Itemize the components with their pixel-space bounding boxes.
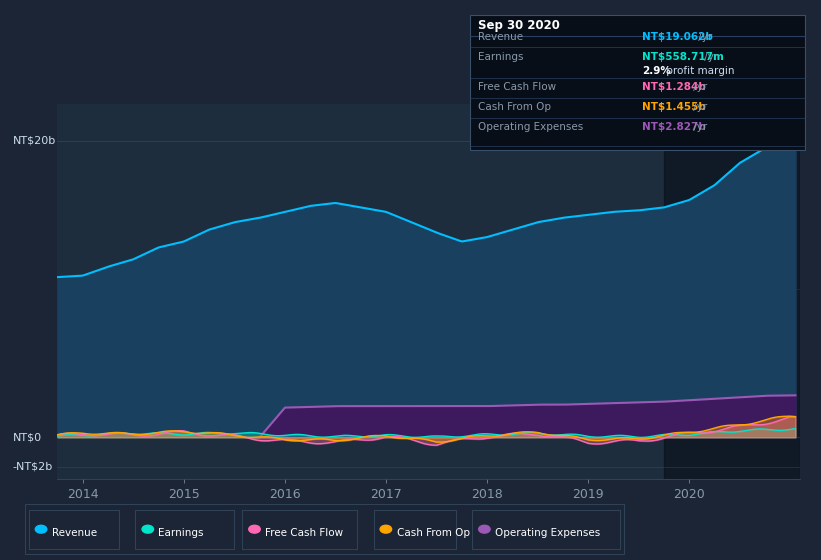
Text: Operating Expenses: Operating Expenses [478,123,583,133]
Text: NT$0: NT$0 [13,432,42,442]
Text: 2.9%: 2.9% [642,67,671,77]
Text: Earnings: Earnings [158,528,204,538]
Text: NT$2.827b: NT$2.827b [642,123,706,133]
Text: profit margin: profit margin [663,67,735,77]
Text: /yr: /yr [690,102,708,113]
Text: NT$20b: NT$20b [13,136,56,146]
Text: NT$19.062b: NT$19.062b [642,32,713,42]
Text: /yr: /yr [690,82,708,92]
Text: Revenue: Revenue [478,32,523,42]
Text: NT$1.284b: NT$1.284b [642,82,706,92]
Text: Revenue: Revenue [52,528,97,538]
Text: Free Cash Flow: Free Cash Flow [265,528,343,538]
Text: Cash From Op: Cash From Op [397,528,470,538]
Text: /yr: /yr [695,32,713,42]
Text: Sep 30 2020: Sep 30 2020 [478,19,560,32]
Text: /yr: /yr [701,52,718,62]
Text: NT$558.717m: NT$558.717m [642,52,724,62]
Text: -NT$2b: -NT$2b [13,462,53,472]
Bar [664,104,800,479]
Text: Earnings: Earnings [478,52,523,62]
Text: Free Cash Flow: Free Cash Flow [478,82,556,92]
Text: /yr: /yr [690,123,708,133]
Text: NT$1.455b: NT$1.455b [642,102,706,113]
Text: Operating Expenses: Operating Expenses [495,528,600,538]
Text: Cash From Op: Cash From Op [478,102,551,113]
